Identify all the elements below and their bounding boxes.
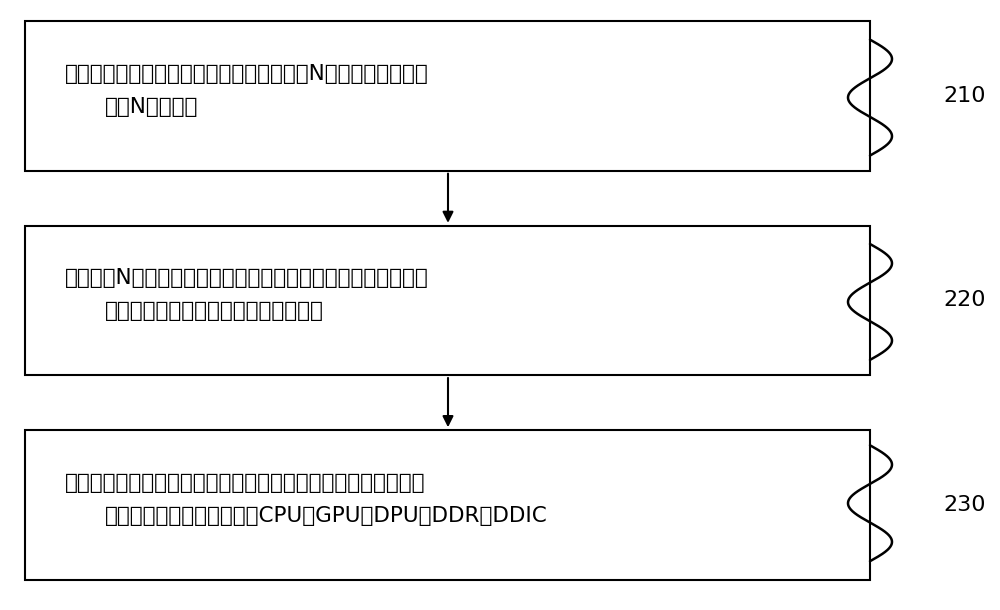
FancyBboxPatch shape [25,430,870,580]
Text: 根据所述N个第一局部区域，确定第一工作参数値，所述第一工: 根据所述N个第一局部区域，确定第一工作参数値，所述第一工 [65,268,429,289]
Text: 230: 230 [944,495,986,515]
Text: 块包括下述中的至少一项：CPU、GPU、DPU、DDR和DDIC: 块包括下述中的至少一项：CPU、GPU、DPU、DDR和DDIC [105,506,548,526]
Text: 作参数値包括第一频率値和第一电压値: 作参数値包括第一频率値和第一电压値 [105,301,324,321]
Text: 将关联模块的工作参数调整为所述第一工作参数値，所述关联模: 将关联模块的工作参数调整为所述第一工作参数値，所述关联模 [65,473,426,493]
Text: 所述N为正整数: 所述N为正整数 [105,97,198,117]
Text: 210: 210 [944,86,986,106]
FancyBboxPatch shape [25,21,870,171]
Text: 220: 220 [944,290,986,310]
FancyBboxPatch shape [25,226,870,375]
Text: 在局部刷新的情况下，确定局部刷新对应的N个第一局部区域，: 在局部刷新的情况下，确定局部刷新对应的N个第一局部区域， [65,64,429,84]
